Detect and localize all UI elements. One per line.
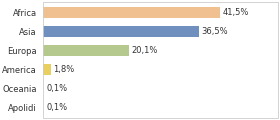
Bar [43,26,199,37]
Bar [43,45,129,56]
Text: 1,8%: 1,8% [53,65,74,74]
Text: 0,1%: 0,1% [46,103,67,112]
Bar [43,7,220,18]
Text: 36,5%: 36,5% [202,27,228,36]
Text: 20,1%: 20,1% [132,46,158,55]
Text: 41,5%: 41,5% [223,8,249,17]
Text: 0,1%: 0,1% [46,84,67,93]
Bar [43,64,51,75]
